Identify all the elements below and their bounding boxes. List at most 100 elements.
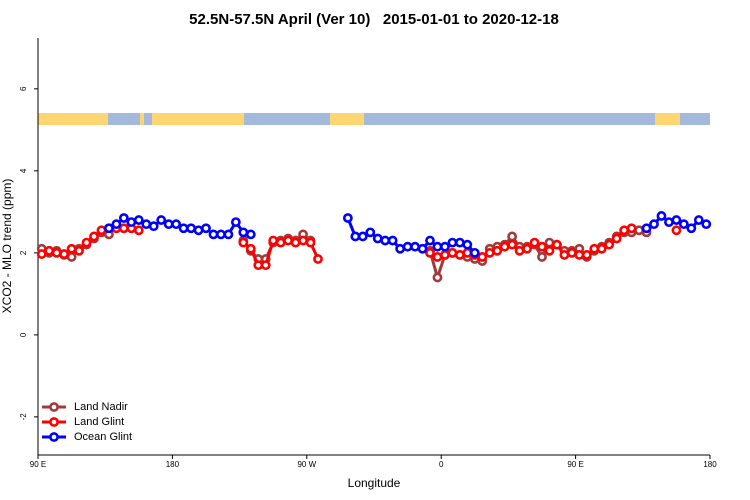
y-tick-label: 0	[19, 332, 28, 337]
data-point	[589, 243, 600, 254]
legend-marker	[49, 432, 59, 442]
legend-label: Land Nadir	[74, 401, 128, 413]
x-axis-label: Longitude	[348, 476, 401, 490]
y-tick-label: 4	[19, 168, 28, 173]
data-point	[290, 237, 301, 248]
data-point	[118, 223, 129, 234]
data-point	[178, 223, 189, 234]
data-point	[372, 233, 383, 244]
data-point	[701, 219, 712, 230]
data-point	[238, 227, 249, 238]
data-point	[581, 250, 592, 260]
data-point	[74, 245, 84, 256]
x-tick-label: 180	[703, 460, 717, 469]
data-point	[552, 239, 562, 250]
data-point	[104, 223, 114, 234]
data-point	[230, 217, 241, 228]
x-tick-label: 0	[439, 460, 444, 469]
data-point	[507, 239, 518, 250]
chart-title: 52.5N-57.5N April (Ver 10) 2015-01-01 to…	[189, 11, 559, 28]
data-point	[462, 239, 473, 250]
data-point	[596, 243, 607, 254]
data-point	[380, 235, 391, 246]
data-point	[66, 252, 77, 262]
x-tick-label: 180	[166, 460, 180, 469]
data-point	[313, 254, 323, 264]
data-point	[133, 215, 144, 225]
data-point	[148, 221, 159, 232]
data-point	[514, 245, 525, 256]
data-point	[425, 247, 435, 258]
data-point	[454, 237, 465, 248]
data-point	[544, 245, 555, 256]
data-point	[133, 225, 144, 236]
data-point	[604, 239, 615, 250]
data-point	[671, 215, 682, 225]
series-line	[41, 228, 647, 283]
data-point	[469, 247, 480, 258]
data-point	[432, 241, 443, 252]
data-point	[365, 227, 376, 238]
data-point	[81, 237, 92, 248]
data-point	[641, 223, 652, 234]
data-point	[402, 241, 413, 252]
data-point	[447, 237, 458, 248]
legend-label: Land Glint	[74, 416, 124, 428]
data-point	[477, 252, 488, 262]
data-point	[454, 250, 465, 260]
y-axis-label: XCO2 - MLO trend (ppm)	[0, 179, 14, 314]
x-tick-label: 90 E	[567, 460, 583, 469]
data-point	[96, 225, 107, 236]
data-point	[36, 249, 47, 259]
x-tick-label: 90 E	[30, 460, 46, 469]
data-point	[537, 252, 547, 262]
legend-marker	[49, 417, 59, 427]
data-point	[626, 223, 637, 234]
data-point	[208, 229, 219, 240]
data-point	[275, 237, 286, 248]
data-point	[171, 219, 182, 230]
data-point	[440, 250, 450, 260]
data-point	[268, 235, 279, 246]
data-point	[566, 247, 577, 258]
data-point	[163, 219, 174, 230]
data-point	[342, 213, 353, 223]
data-point	[492, 245, 503, 256]
y-tick-label: 6	[19, 86, 28, 91]
data-point	[656, 211, 667, 221]
data-point	[559, 250, 570, 260]
data-point	[544, 237, 555, 248]
data-point	[537, 241, 547, 252]
data-point	[260, 260, 271, 271]
data-point	[201, 223, 211, 234]
data-point	[440, 241, 450, 252]
data-point	[111, 219, 122, 230]
data-point	[238, 237, 249, 248]
x-tick-label: 90 W	[297, 460, 316, 469]
data-point	[357, 231, 368, 242]
data-point	[671, 225, 682, 236]
data-point	[305, 237, 316, 248]
data-point	[410, 241, 420, 252]
data-point	[44, 245, 55, 256]
data-point	[193, 225, 204, 236]
data-point	[678, 219, 689, 230]
data-point	[686, 223, 697, 234]
data-point	[387, 235, 398, 246]
data-point	[298, 235, 308, 246]
data-point	[619, 225, 630, 236]
data-point	[649, 219, 659, 230]
data-point	[126, 217, 137, 228]
data-point	[507, 231, 518, 242]
data-point	[432, 272, 443, 283]
data-point	[156, 215, 167, 225]
data-point	[66, 243, 77, 254]
data-point	[89, 231, 99, 242]
data-point	[51, 247, 62, 258]
data-point	[253, 260, 264, 271]
y-tick-label: -2	[19, 413, 28, 421]
data-point	[186, 223, 196, 234]
data-point	[350, 231, 361, 242]
data-point	[574, 250, 585, 260]
